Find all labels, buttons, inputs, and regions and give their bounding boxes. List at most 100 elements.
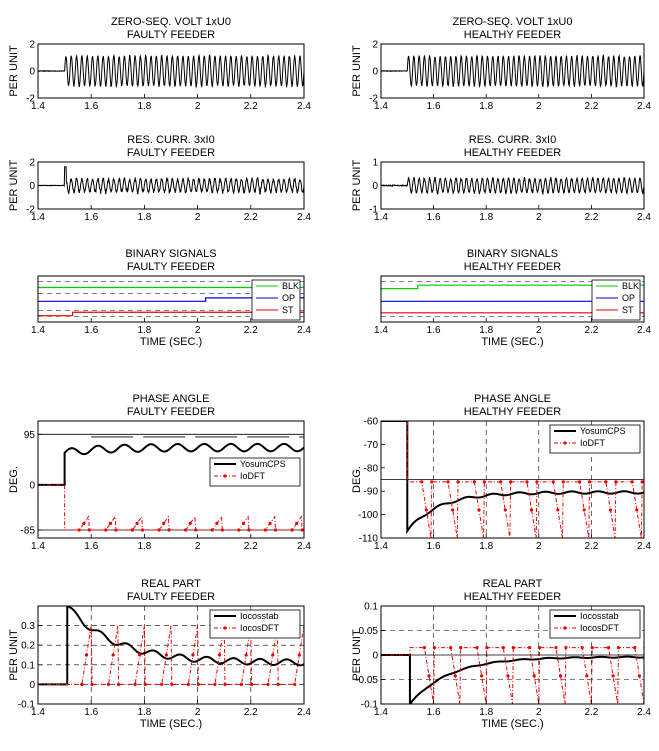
- series-point: [564, 646, 568, 650]
- chart-title: RES. CURR. 3xI0: [127, 134, 214, 146]
- x-tick-label: 1.6: [427, 101, 441, 112]
- series-point: [217, 653, 222, 657]
- series-line: [381, 421, 644, 535]
- y-tick-label: 0.1: [364, 602, 378, 613]
- x-tick-label: 2.2: [584, 101, 598, 112]
- series-point: [196, 682, 200, 687]
- y-tick-label: -2: [26, 205, 35, 216]
- x-tick-label: 2.4: [297, 101, 311, 112]
- plot-area: [381, 421, 644, 538]
- series-point: [506, 674, 510, 678]
- x-tick-label: 1.6: [84, 212, 98, 223]
- series-point: [430, 480, 434, 484]
- legend-box: [549, 609, 641, 639]
- x-tick-label: 1.6: [427, 707, 441, 718]
- chart-subtitle: FAULTY FEEDER: [127, 406, 215, 418]
- legend: Iocosstab IocosDFT: [209, 609, 301, 639]
- series-point: [111, 653, 115, 657]
- series-line: [38, 442, 304, 486]
- plot-area: [38, 433, 304, 532]
- x-tick-label: 2: [195, 101, 201, 112]
- series-point: [606, 646, 611, 650]
- series-point: [213, 682, 217, 687]
- y-tick-label: 0: [29, 480, 35, 491]
- x-tick-label: 1.6: [427, 325, 441, 336]
- y-tick-label: -85: [21, 526, 36, 537]
- x-tick-label: 1.6: [84, 101, 98, 112]
- series-point: [249, 682, 254, 687]
- series-point: [630, 480, 634, 484]
- series-point: [529, 508, 534, 512]
- y-axis-label: DEG.: [351, 466, 363, 493]
- legend: YosumCPS IoDFT: [209, 457, 301, 487]
- chart-subtitle: FAULTY FEEDER: [127, 591, 215, 603]
- series-point: [276, 682, 280, 687]
- series-st: [38, 311, 304, 317]
- series-point: [167, 528, 171, 532]
- legend: Iocosstab IocosDFT: [549, 609, 641, 639]
- series-line: [38, 166, 304, 196]
- y-tick-label: -90: [364, 487, 379, 498]
- series-point: [263, 528, 268, 532]
- x-tick-label: 2.2: [244, 325, 258, 336]
- x-tick-label: 1.4: [31, 212, 45, 223]
- series-point: [160, 682, 164, 687]
- x-tick-label: 2.4: [297, 707, 311, 718]
- y-tick-label: -0.1: [361, 700, 379, 711]
- series-point: [585, 674, 589, 678]
- series-point: [106, 682, 111, 687]
- chart-title: PHASE ANGLE: [474, 393, 551, 405]
- y-axis-label: PER UNIT: [351, 629, 363, 681]
- series-point: [535, 480, 539, 484]
- x-tick-label: 2.4: [637, 541, 651, 552]
- legend-marker: [223, 626, 227, 630]
- legend-label: BLK: [282, 281, 299, 291]
- y-tick-label: -100: [358, 510, 378, 521]
- series-point: [580, 646, 584, 650]
- series-point: [577, 480, 582, 484]
- legend-label: IocosDFT: [240, 623, 280, 633]
- legend-label: Iocosstab: [580, 611, 619, 621]
- series-point: [551, 480, 555, 484]
- series-point: [424, 508, 428, 512]
- plot-frame: [37, 275, 305, 323]
- series-point: [223, 682, 227, 687]
- series-point: [87, 528, 91, 532]
- series-point: [164, 653, 168, 657]
- y-tick-label: -2: [26, 94, 35, 105]
- series-point: [143, 682, 147, 687]
- chart-title: REAL PART: [141, 578, 201, 590]
- series-line: [381, 176, 644, 196]
- x-tick-label: 2: [195, 325, 201, 336]
- series-point: [582, 508, 586, 512]
- series-point: [90, 682, 94, 687]
- chart-subtitle: HEALTHY FEEDER: [464, 261, 561, 273]
- y-tick-label: -0.1: [18, 700, 36, 711]
- series-line: [38, 484, 304, 531]
- series-point: [140, 528, 145, 532]
- x-tick-label: 2: [536, 101, 542, 112]
- series-point: [290, 528, 294, 532]
- y-tick-label: 0: [29, 67, 35, 78]
- plot-area: [381, 162, 644, 209]
- legend-box: [591, 279, 641, 321]
- x-tick-label: 2.2: [244, 212, 258, 223]
- series-point: [556, 508, 560, 512]
- x-tick-label: 2.4: [637, 101, 651, 112]
- series-point: [162, 521, 166, 525]
- series-point: [459, 646, 463, 650]
- plot-frame: [380, 275, 645, 323]
- series-point: [511, 646, 515, 650]
- series-point: [499, 480, 503, 484]
- x-tick-label: 1.8: [479, 325, 493, 336]
- series-point: [266, 682, 270, 687]
- x-tick-label: 2.2: [244, 541, 258, 552]
- y-tick-label: 0: [372, 651, 378, 662]
- legend-label: ST: [622, 305, 634, 315]
- y-tick-label: 2: [29, 158, 35, 169]
- y-tick-label: -80: [364, 463, 379, 474]
- series-point: [184, 528, 188, 532]
